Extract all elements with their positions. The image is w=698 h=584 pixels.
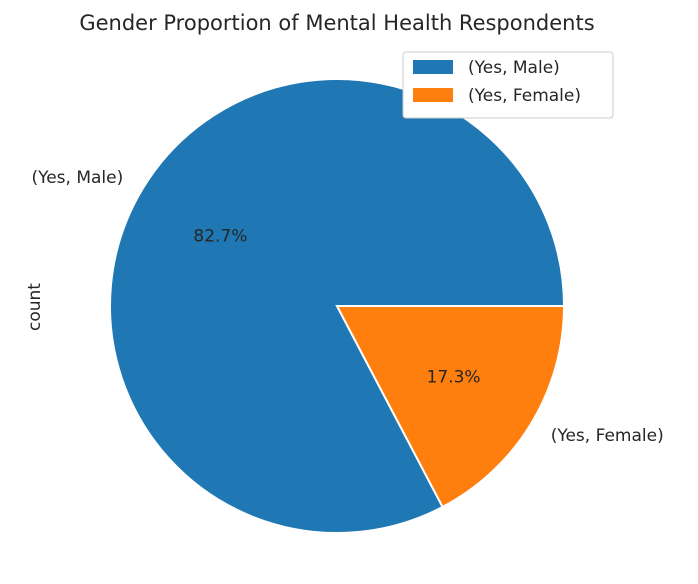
slice-category-label-1: (Yes, Male)	[31, 168, 123, 188]
legend-label-1: (Yes, Male)	[468, 58, 560, 78]
legend-swatch-1	[413, 60, 453, 74]
legend-frame	[402, 51, 614, 119]
pie-slice-2	[335, 305, 566, 509]
slice-percent-label-2: 17.3%	[427, 367, 481, 387]
legend: (Yes, Male) (Yes, Female)	[402, 51, 614, 119]
y-axis-label: count	[25, 283, 45, 331]
pie-slices	[109, 78, 566, 534]
legend-label-2: (Yes, Female)	[468, 86, 581, 106]
slice-labels: 82.7% (Yes, Male) 17.3% (Yes, Female)	[31, 168, 663, 446]
slice-percent-label-1: 82.7%	[193, 227, 247, 247]
slice-category-label-2: (Yes, Female)	[551, 426, 664, 446]
chart-title: Gender Proportion of Mental Health Respo…	[79, 11, 594, 35]
legend-swatch-2	[413, 88, 453, 102]
